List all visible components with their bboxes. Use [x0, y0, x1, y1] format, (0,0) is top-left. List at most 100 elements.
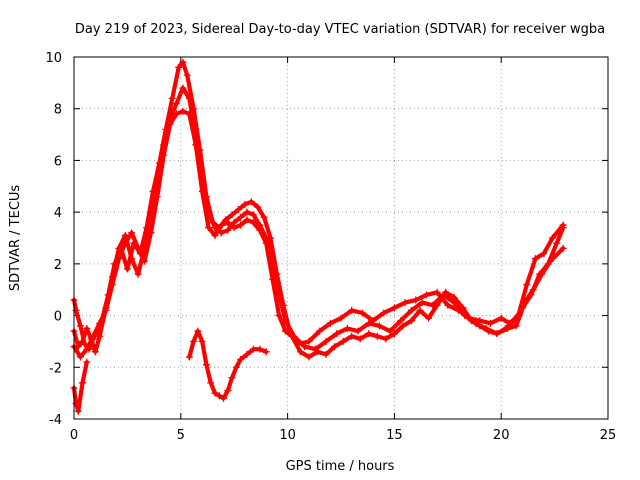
data-point — [228, 374, 236, 382]
data-point — [256, 345, 264, 353]
data-point — [173, 100, 181, 108]
data-point — [215, 392, 223, 400]
data-point — [140, 257, 148, 265]
data-point — [331, 343, 339, 351]
data-point — [237, 356, 245, 364]
data-point — [121, 239, 129, 247]
data-point — [121, 231, 129, 239]
data-point — [89, 332, 97, 340]
data-point — [348, 306, 356, 314]
data-point — [91, 348, 99, 356]
data-point — [269, 275, 277, 283]
data-point — [217, 221, 225, 229]
series-track-e — [185, 327, 270, 402]
series-track-c — [70, 107, 567, 361]
data-point — [386, 327, 394, 335]
y-tick-label: 10 — [45, 51, 62, 66]
data-point — [230, 224, 238, 232]
data-point — [305, 353, 313, 361]
data-point — [356, 335, 364, 343]
data-point — [198, 187, 206, 195]
data-point — [519, 304, 527, 312]
data-point — [418, 299, 426, 307]
y-tick-label: 4 — [54, 206, 62, 221]
data-point — [301, 343, 309, 351]
data-point — [202, 361, 210, 369]
x-tick-label: 0 — [70, 428, 78, 443]
data-point — [337, 314, 345, 322]
data-point — [390, 330, 398, 338]
data-point — [531, 255, 539, 263]
data-point — [536, 270, 544, 278]
data-point — [153, 193, 161, 201]
data-point — [450, 293, 458, 301]
data-point — [190, 337, 198, 345]
data-point — [224, 218, 232, 226]
data-point — [160, 151, 168, 159]
data-point — [108, 281, 116, 289]
data-point — [348, 332, 356, 340]
data-point — [179, 84, 187, 92]
data-point — [358, 309, 366, 317]
data-point — [493, 330, 501, 338]
data-point — [442, 288, 450, 296]
y-tick-label: 2 — [54, 258, 62, 273]
data-point — [559, 224, 567, 232]
data-point — [365, 330, 373, 338]
data-point — [322, 337, 330, 345]
data-point — [412, 296, 420, 304]
data-point — [211, 224, 219, 232]
data-point — [316, 327, 324, 335]
data-point — [115, 255, 123, 263]
data-point — [102, 306, 110, 314]
data-point — [476, 322, 484, 330]
data-point — [544, 260, 552, 268]
data-point — [260, 213, 268, 221]
y-tick-label: 8 — [54, 103, 62, 118]
data-point — [249, 211, 257, 219]
data-point — [375, 322, 383, 330]
data-point — [134, 244, 142, 252]
data-point — [175, 63, 183, 71]
data-point — [83, 358, 91, 366]
y-tick-label: -4 — [49, 413, 62, 428]
x-tick-label: 5 — [177, 428, 185, 443]
y-tick-label: 6 — [54, 154, 62, 169]
data-point — [185, 110, 193, 118]
data-point — [256, 226, 264, 234]
data-point — [173, 110, 181, 118]
data-point — [128, 229, 136, 237]
data-point — [237, 221, 245, 229]
data-point — [220, 394, 228, 402]
data-point — [249, 345, 257, 353]
y-tick-label: 0 — [54, 310, 62, 325]
data-point — [237, 213, 245, 221]
data-point — [281, 327, 289, 335]
data-point — [83, 325, 91, 332]
data-point — [123, 265, 131, 273]
data-point — [484, 327, 492, 335]
data-point — [512, 322, 520, 330]
data-point — [262, 348, 270, 356]
x-tick-label: 15 — [386, 428, 403, 443]
data-point — [540, 250, 548, 258]
grid-lines — [74, 57, 608, 419]
data-point — [166, 120, 174, 128]
data-point — [243, 216, 251, 224]
data-point — [365, 319, 373, 327]
data-point — [397, 317, 405, 325]
data-point — [305, 337, 313, 345]
data-point — [134, 270, 142, 278]
chart-title: Day 219 of 2023, Sidereal Day-to-day VTE… — [75, 22, 605, 37]
data-point — [275, 312, 283, 320]
data-point — [527, 291, 535, 299]
data-point — [243, 350, 251, 358]
data-point — [339, 337, 347, 345]
data-point — [433, 301, 441, 309]
data-point — [183, 71, 191, 79]
data-point — [487, 319, 495, 327]
data-point — [467, 317, 475, 325]
data-point — [548, 234, 556, 242]
x-tick-label: 10 — [279, 428, 296, 443]
data-point — [198, 337, 206, 345]
